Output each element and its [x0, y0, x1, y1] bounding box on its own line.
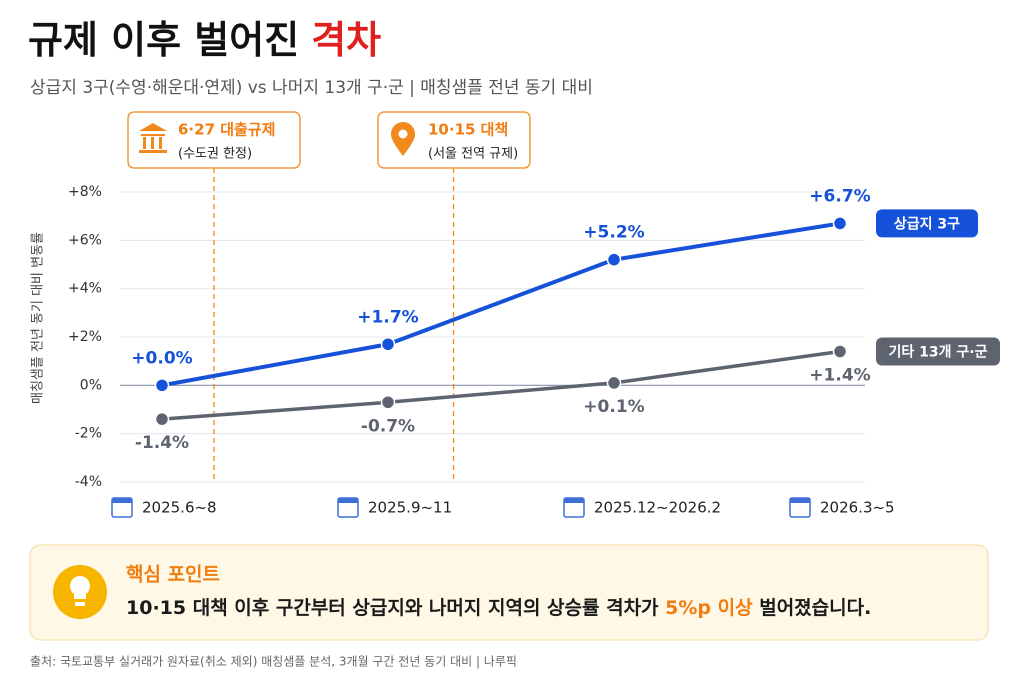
calendar-icon [337, 497, 359, 518]
data-point [380, 395, 396, 410]
data-point [832, 216, 848, 231]
x-tick-label: 2025.9~11 [368, 499, 452, 517]
data-point [606, 252, 622, 267]
key-point-heading: 핵심 포인트 [126, 564, 220, 586]
y-tick-label: -4% [75, 474, 102, 490]
data-label: +5.2% [583, 223, 644, 243]
event-box [127, 111, 301, 169]
data-label: -0.7% [361, 416, 415, 436]
key-text-after: 벌어졌습니다. [753, 597, 872, 619]
y-tick-label: +2% [68, 329, 102, 345]
pin-dot [398, 129, 408, 139]
source: 출처: 국토교통부 실거래가 원자료(취소 제외) 매칭샘플 분석, 3개월 구… [30, 655, 517, 669]
legend-label: 기타 13개 구·군 [889, 345, 988, 361]
y-tick-label: 0% [80, 377, 102, 393]
x-tick-label: 2025.12~2026.2 [594, 499, 721, 517]
bank-icon [139, 123, 167, 153]
y-tick-label: -2% [75, 426, 102, 442]
key-point-text: 10·15 대책 이후 구간부터 상급지와 나머지 지역의 상승률 격차가 5%… [126, 597, 871, 619]
pin-icon [391, 122, 415, 156]
series-tag [876, 337, 1000, 366]
y-tick-label: +6% [68, 232, 102, 248]
data-point [606, 375, 622, 391]
title-main: 규제 이후 벌어진 [28, 18, 299, 62]
calendar-icon [563, 497, 585, 518]
calendar-top [112, 498, 132, 503]
data-point [154, 411, 170, 427]
calendar-top [790, 498, 810, 503]
data-label: +6.7% [809, 186, 870, 206]
data-label: +0.0% [131, 348, 192, 368]
y-tick-label: +4% [68, 281, 102, 297]
y-axis-label: 매칭샘플 전년 동기 대비 변동률 [31, 232, 46, 404]
event-label: 6·27 대출규제 [178, 121, 275, 139]
y-tick-label: +8% [68, 184, 102, 200]
event-note: (수도권 한정) [178, 147, 252, 162]
data-label: +0.1% [583, 397, 644, 417]
event-label: 10·15 대책 [428, 121, 508, 139]
series-line [161, 349, 841, 421]
calendar-top [564, 498, 584, 503]
data-label: +1.4% [809, 366, 870, 386]
bulb-glyph [70, 576, 90, 606]
subtitle: 상급지 3구(수영·해운대·연제) vs 나머지 13개 구·군 | 매칭샘플 … [30, 78, 593, 98]
data-point [154, 378, 170, 393]
chart-title: 규제 이후 벌어진 격차 [28, 18, 381, 62]
event-box [377, 111, 531, 169]
data-label: +1.7% [357, 307, 418, 327]
x-tick-label: 2026.3~5 [820, 499, 895, 517]
key-point-box [29, 544, 989, 641]
title-highlight: 격차 [311, 18, 381, 62]
event-note: (서울 전역 규제) [428, 147, 518, 162]
calendar-icon [789, 497, 811, 518]
series-tag [876, 209, 978, 238]
legend-label: 상급지 3구 [894, 216, 960, 232]
calendar-icon [111, 497, 133, 518]
x-tick-label: 2025.6~8 [142, 499, 217, 517]
data-label: -1.4% [135, 433, 189, 453]
key-text-highlight: 5%p 이상 [665, 597, 753, 619]
data-point [832, 344, 848, 359]
calendar-top [338, 498, 358, 503]
series-line [161, 221, 841, 388]
key-text-before: 10·15 대책 이후 구간부터 상급지와 나머지 지역의 상승률 격차가 [126, 597, 665, 619]
data-point [380, 337, 396, 352]
